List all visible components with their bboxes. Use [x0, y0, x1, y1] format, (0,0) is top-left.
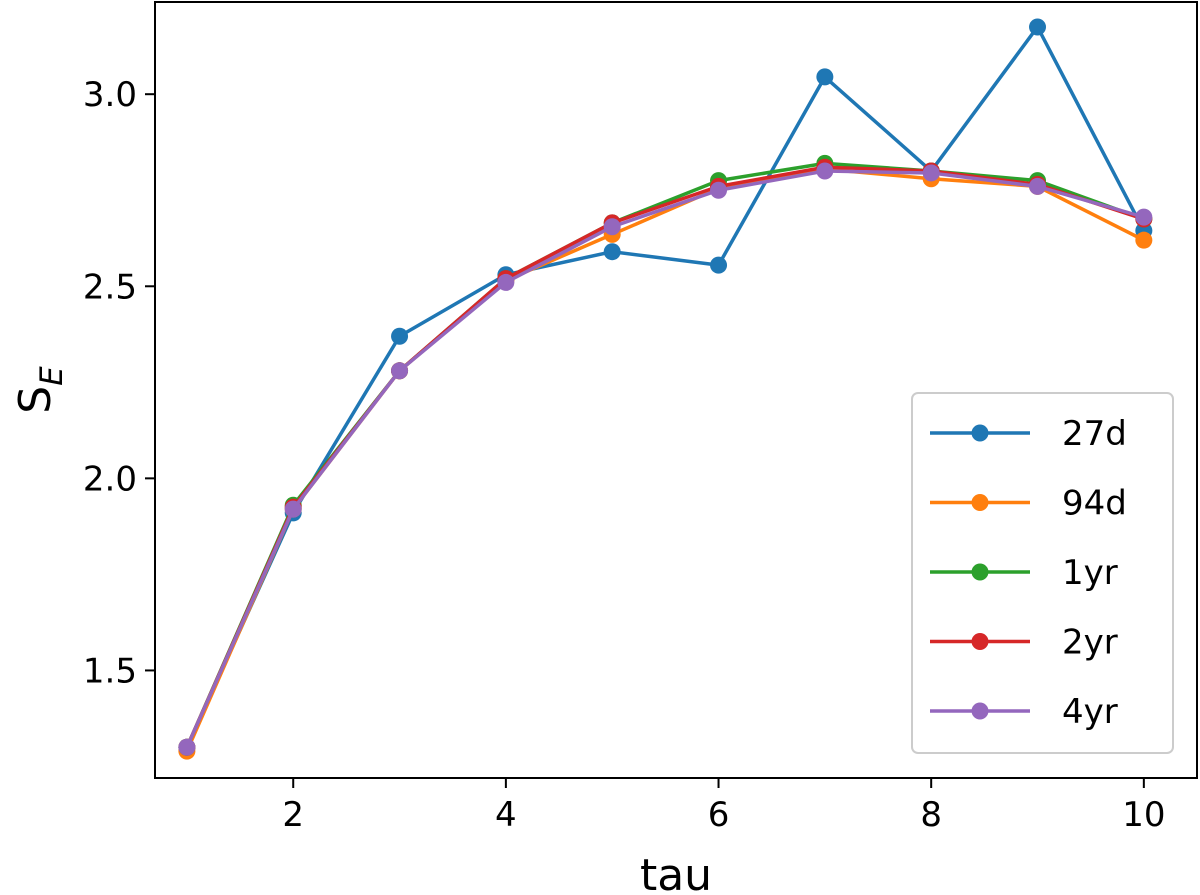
legend-label: 2yr: [1062, 623, 1118, 663]
data-point-27d: [816, 68, 834, 86]
legend-marker: [971, 424, 989, 442]
data-point-27d: [1029, 18, 1047, 36]
x-tick-label: 8: [920, 795, 942, 835]
series-line-27d: [185, 25, 1146, 748]
y-axis-label: SE: [10, 366, 70, 414]
data-point-94d: [1135, 231, 1153, 249]
series-layer: [178, 18, 1153, 760]
y-tick-label: 3.0: [83, 75, 137, 115]
data-point-4yr: [1135, 208, 1153, 226]
series-line-4yr: [185, 169, 1145, 748]
x-axis: 2 4 6 8 10: [282, 778, 1165, 835]
legend-label: 4yr: [1062, 692, 1118, 732]
data-point-4yr: [497, 273, 515, 291]
data-point-4yr: [603, 218, 621, 236]
y-tick-label: 1.5: [83, 651, 137, 691]
x-tick-label: 6: [708, 795, 730, 835]
plot-area-frame: [154, 1, 1198, 779]
data-point-4yr: [391, 362, 409, 380]
data-point-27d: [603, 243, 621, 261]
legend-box: [911, 392, 1174, 754]
x-tick-label: 4: [495, 795, 517, 835]
data-point-4yr: [710, 181, 728, 199]
data-point-4yr: [1029, 177, 1047, 195]
legend: 27d 94d 1yr 2yr 4yr: [911, 392, 1174, 754]
data-point-4yr: [178, 738, 196, 756]
data-point-27d: [391, 327, 409, 345]
y-axis: 1.5 2.0 2.5 3.0: [83, 75, 155, 691]
y-axis-label-subscript: E: [34, 366, 70, 386]
legend-label: 94d: [1062, 484, 1127, 524]
data-point-4yr: [816, 162, 834, 180]
y-axis-label-base: S: [10, 386, 61, 414]
data-point-4yr: [284, 500, 302, 518]
data-point-4yr: [922, 164, 940, 182]
legend-label: 27d: [1062, 414, 1127, 454]
y-tick-label: 2.5: [83, 267, 137, 307]
legend-item-2yr: 2yr: [930, 623, 1118, 663]
legend-marker: [971, 633, 989, 650]
x-axis-label: tau: [640, 850, 712, 895]
legend-marker: [971, 494, 989, 511]
legend-label: 1yr: [1062, 553, 1118, 593]
y-tick-label: 2.0: [83, 459, 137, 499]
x-tick-label: 10: [1122, 795, 1165, 835]
legend-item-1yr: 1yr: [930, 553, 1118, 593]
legend-item-4yr: 4yr: [930, 692, 1118, 732]
data-point-27d: [710, 256, 728, 274]
legend-marker: [971, 702, 989, 720]
x-tick-label: 2: [282, 795, 304, 835]
legend-marker: [971, 563, 989, 581]
legend-item-27d: 27d: [930, 414, 1127, 454]
series-4yr: [178, 162, 1153, 756]
legend-item-94d: 94d: [930, 484, 1127, 524]
